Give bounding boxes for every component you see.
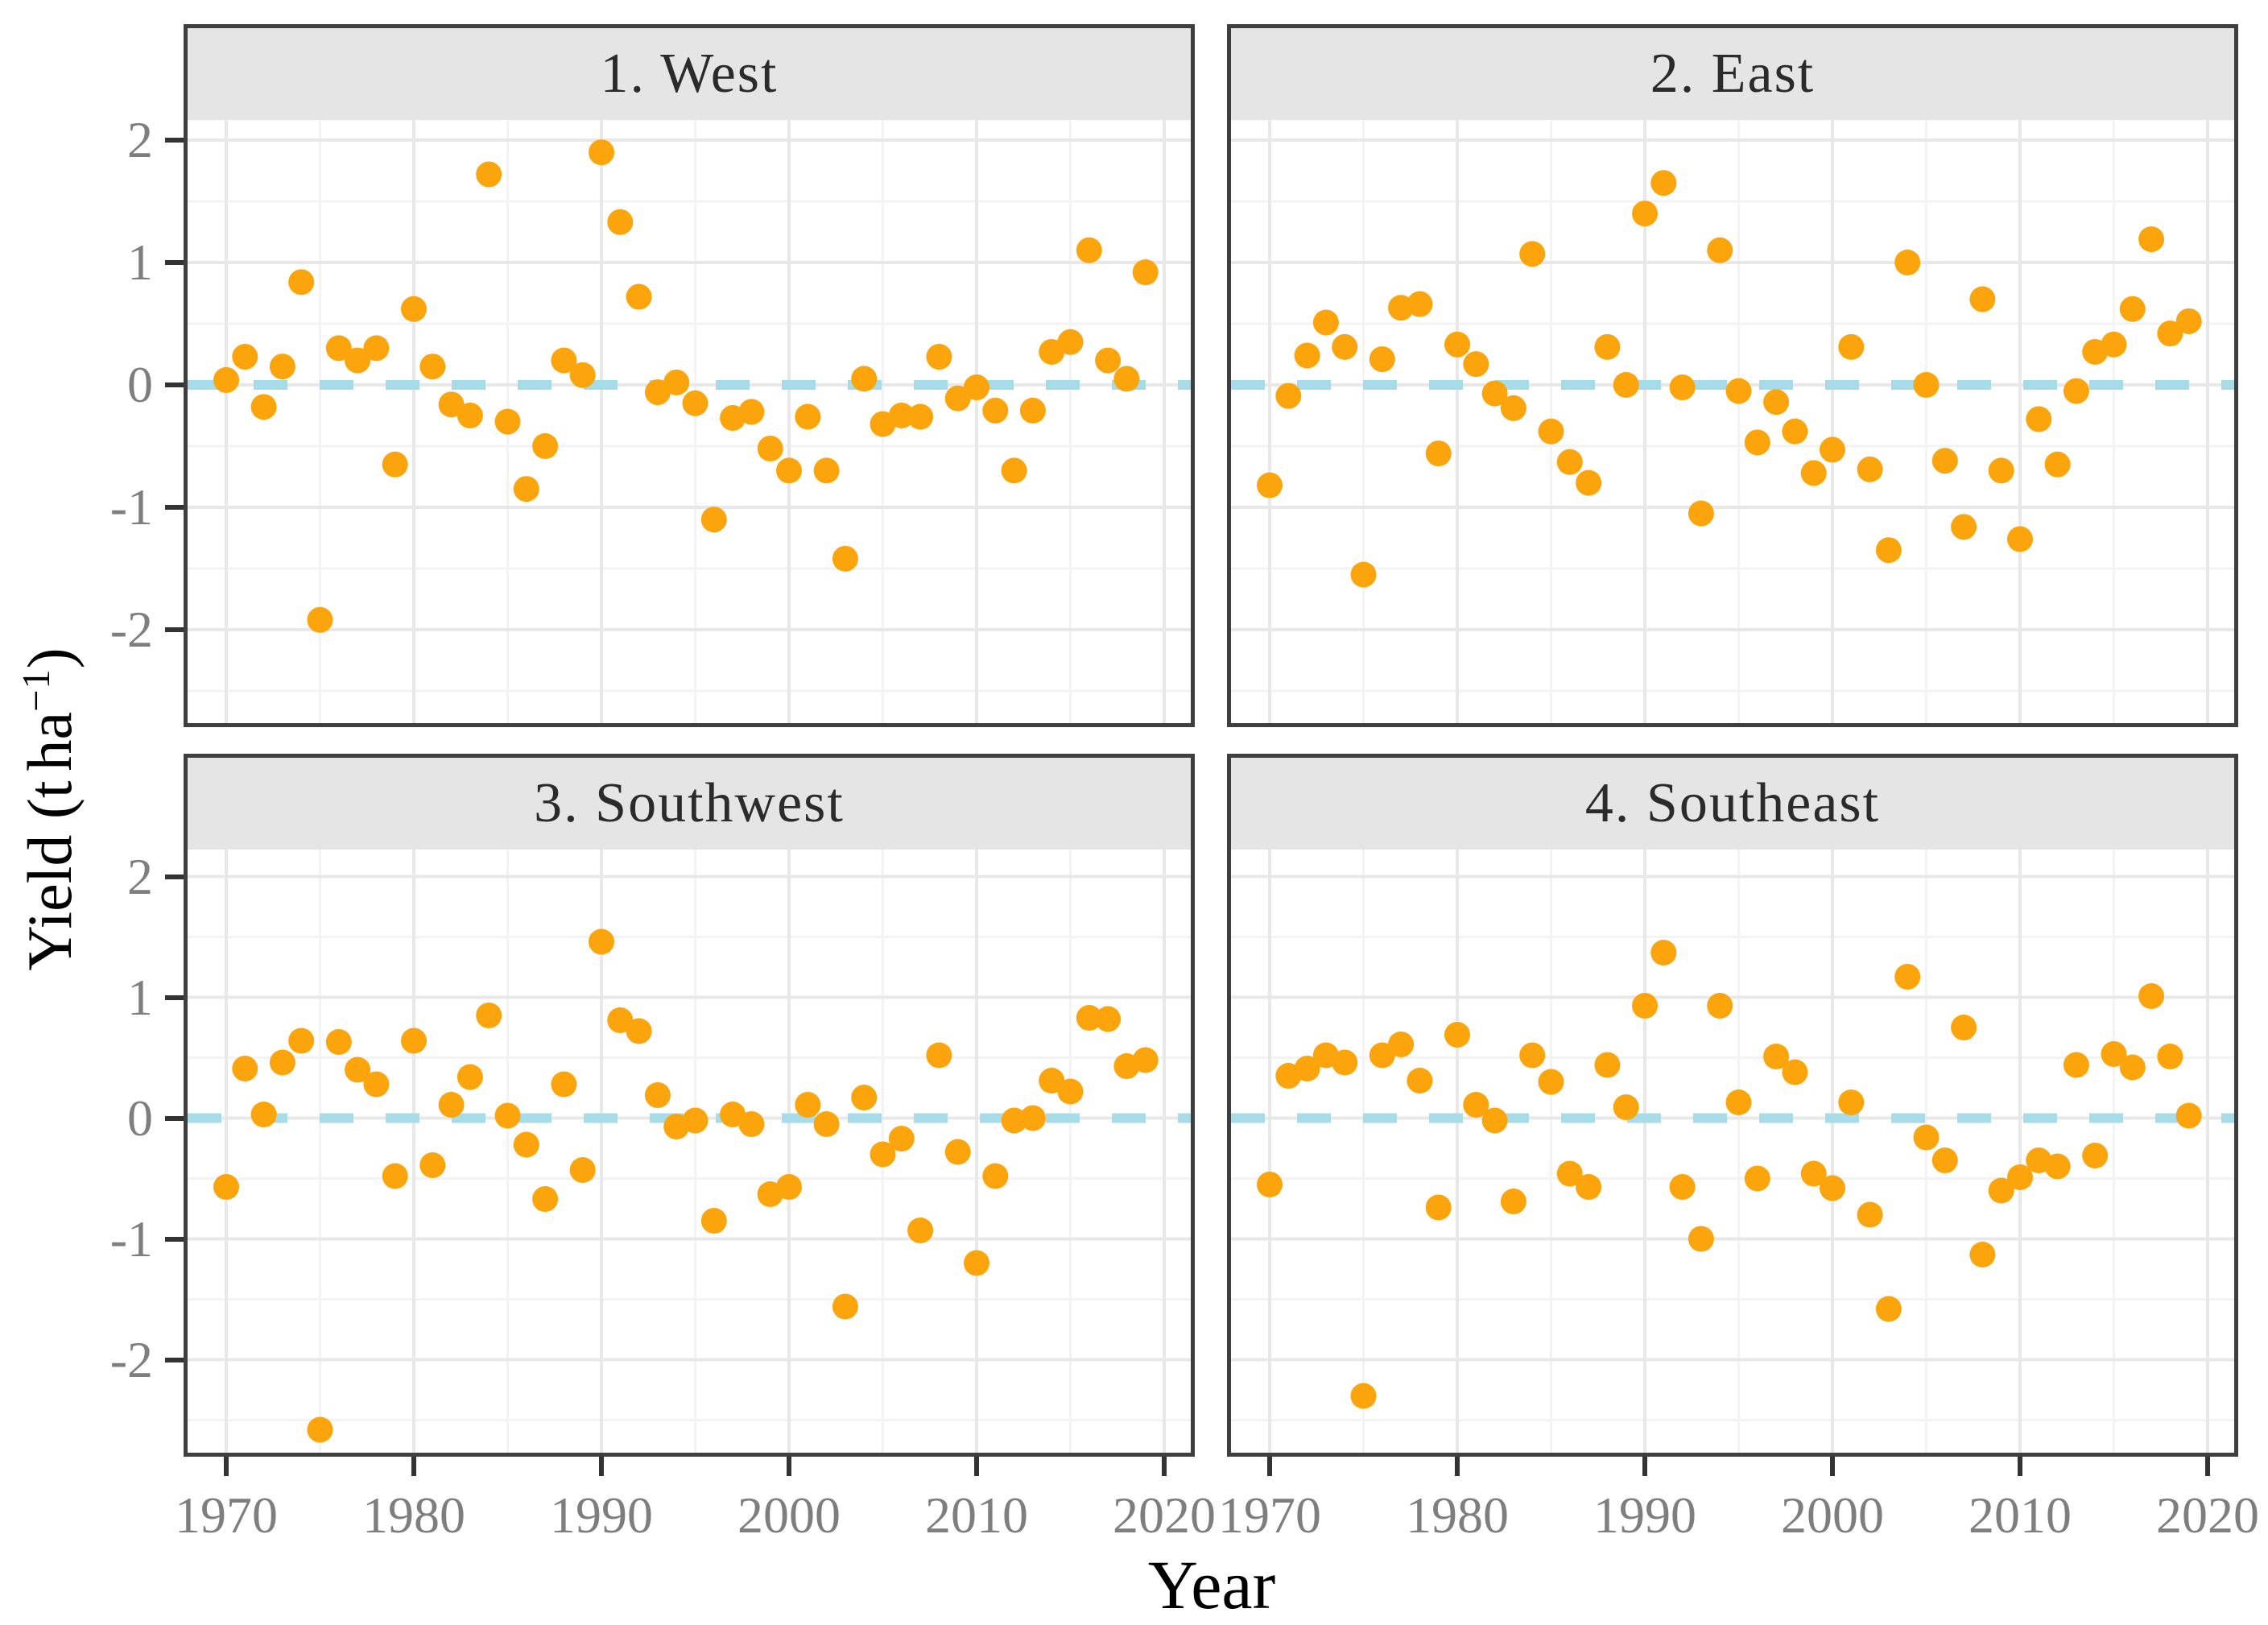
facet-strip-southwest: 3. Southwest xyxy=(184,754,1195,854)
facet-strip-west-label: 1. West xyxy=(600,43,779,105)
panel-plot-0 xyxy=(188,120,1191,723)
y-tick-mark xyxy=(165,382,184,387)
panel-west xyxy=(184,120,1195,727)
x-tick-mark xyxy=(787,1457,791,1476)
y-tick-mark xyxy=(165,874,184,879)
y-tick-mark xyxy=(165,627,184,632)
x-tick-mark xyxy=(411,1457,416,1476)
facet-strip-east: 2. East xyxy=(1227,24,2238,124)
y-tick-label: -2 xyxy=(109,1330,153,1388)
y-tick-mark xyxy=(165,260,184,265)
facet-strip-southeast-label: 4. Southeast xyxy=(1584,772,1881,834)
panel-east xyxy=(1227,120,2238,727)
x-tick-label: 2010 xyxy=(1968,1486,2072,1544)
x-tick-label: 1980 xyxy=(1406,1486,1509,1544)
y-axis-title-unit: ha xyxy=(14,711,85,771)
x-tick-label: 2000 xyxy=(737,1486,841,1544)
panel-plot-1 xyxy=(1231,120,2234,723)
y-tick-label: -1 xyxy=(109,1209,153,1267)
x-tick-label: 2010 xyxy=(925,1486,1028,1544)
x-tick-mark xyxy=(1267,1457,1272,1476)
y-tick-label: 2 xyxy=(127,847,153,905)
x-tick-label: 2020 xyxy=(2156,1486,2259,1544)
facet-strip-southwest-label: 3. Southwest xyxy=(534,772,845,834)
x-tick-mark xyxy=(1642,1457,1647,1476)
facet-strip-west: 1. West xyxy=(184,24,1195,124)
x-tick-label: 1990 xyxy=(550,1486,653,1544)
y-tick-label: 1 xyxy=(127,968,153,1026)
x-tick-label: 1990 xyxy=(1593,1486,1696,1544)
x-tick-label: 1970 xyxy=(175,1486,278,1544)
y-tick-mark xyxy=(165,1115,184,1121)
y-tick-label: 2 xyxy=(127,111,153,168)
panel-southwest xyxy=(184,850,1195,1457)
y-tick-label: 0 xyxy=(127,356,153,413)
facet-strip-east-label: 2. East xyxy=(1650,43,1816,105)
y-axis-title: Yield (tha−1) xyxy=(14,647,86,970)
x-tick-label: 1970 xyxy=(1218,1486,1321,1544)
y-axis-title-exponent: −1 xyxy=(15,668,58,712)
x-tick-mark xyxy=(2205,1457,2210,1476)
y-tick-mark xyxy=(165,1236,184,1242)
x-tick-mark xyxy=(224,1457,229,1476)
panel-plot-2 xyxy=(188,850,1191,1453)
x-tick-mark xyxy=(1455,1457,1460,1476)
panel-southeast xyxy=(1227,850,2238,1457)
y-tick-label: 0 xyxy=(127,1089,153,1147)
panel-plot-3 xyxy=(1231,850,2234,1453)
y-tick-label: 1 xyxy=(127,234,153,291)
x-tick-mark xyxy=(599,1457,604,1476)
y-tick-label: -1 xyxy=(109,478,153,535)
facet-strip-southeast: 4. Southeast xyxy=(1227,754,2238,854)
x-tick-label: 2020 xyxy=(1113,1486,1216,1544)
y-tick-mark xyxy=(165,994,184,1000)
y-tick-mark xyxy=(165,505,184,510)
x-axis-title: Year xyxy=(1147,1546,1276,1623)
x-tick-label: 1980 xyxy=(362,1486,465,1544)
y-tick-mark xyxy=(165,138,184,143)
x-tick-mark xyxy=(1830,1457,1835,1476)
x-tick-mark xyxy=(974,1457,979,1476)
y-tick-label: -2 xyxy=(109,601,153,658)
y-tick-mark xyxy=(165,1357,184,1362)
x-tick-label: 2000 xyxy=(1781,1486,1884,1544)
x-tick-mark xyxy=(2018,1457,2022,1476)
x-tick-mark xyxy=(1162,1457,1167,1476)
